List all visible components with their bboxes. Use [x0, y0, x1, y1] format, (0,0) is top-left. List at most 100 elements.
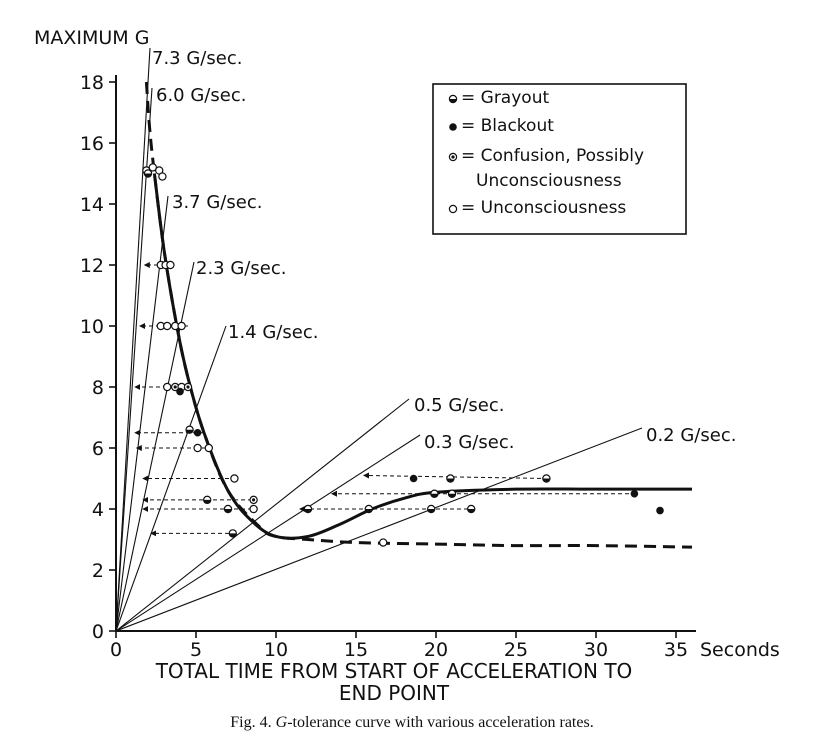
marker-unconsciousness — [162, 382, 172, 392]
marker-confusion-center — [252, 498, 256, 502]
marker-confusion-center — [173, 385, 177, 389]
marker-unconsciousness — [249, 504, 258, 514]
marker-confusion — [249, 495, 258, 505]
marker-grayout-half — [542, 478, 550, 483]
marker-unconsciousness-dot — [379, 538, 388, 547]
rate-label-0-5: 0.5 G/sec. — [414, 395, 504, 416]
rate-label-7-3: 7.3 G/sec. — [152, 48, 242, 69]
legend-marker-confusion — [448, 152, 458, 162]
marker-grayout-half — [430, 493, 438, 498]
marker-blackout — [409, 474, 418, 483]
marker-grayout — [303, 504, 313, 514]
marker-grayout-half — [446, 478, 454, 483]
rate-line-0-2 — [115, 427, 643, 632]
marker-unconsciousness — [204, 443, 213, 453]
legend-label-blackout: = Blackout — [461, 116, 554, 136]
y-tick-label: 12 — [80, 255, 104, 277]
caption-italic: G — [275, 714, 288, 731]
marker-grayout — [364, 504, 373, 514]
marker-unconsciousness-dot — [177, 321, 186, 331]
chart-svg: 0 2 4 6 8 10 12 14 16 18 0 5 10 15 20 25 30 35 Seconds MAXI… — [34, 27, 780, 705]
marker-confusion — [170, 382, 180, 392]
x-tick-label: 15 — [344, 639, 368, 661]
x-tick-label: 30 — [584, 639, 608, 661]
marker-unconsciousness-dot — [193, 443, 202, 453]
x-tick-label: 5 — [190, 639, 202, 661]
rate-label-0-2: 0.2 G/sec. — [646, 425, 736, 446]
y-axis-title: MAXIMUM G — [34, 27, 149, 49]
marker-grayout-half — [186, 429, 194, 434]
figure-caption: Fig. 4. G-tolerance curve with various a… — [0, 714, 824, 732]
marker-grayout-half — [224, 509, 232, 513]
marker-blackout-dot — [409, 474, 418, 483]
legend-label-confusion: = Confusion, Possibly — [461, 146, 644, 166]
rate-label-3-7: 3.7 G/sec. — [172, 192, 262, 213]
marker-blackout — [630, 489, 639, 498]
marker-grayout-half — [448, 493, 456, 498]
marker-grayout-half — [365, 509, 373, 513]
marker-unconsciousness-dot — [204, 443, 213, 453]
tolerance-curve-solid — [152, 173, 692, 540]
marker-blackout-dot — [176, 387, 184, 396]
marker-unconsciousness-dot — [249, 504, 258, 514]
marker-unconsciousness-dot — [162, 321, 172, 331]
caption-prefix: Fig. 4. — [230, 714, 272, 731]
marker-grayout — [202, 495, 212, 505]
marker-grayout-half — [304, 509, 312, 513]
y-tick-label: 10 — [80, 316, 104, 338]
legend: = Grayout = Blackout = Confusion, Possibly… — [432, 83, 687, 235]
caption-text: -tolerance curve with various accelerati… — [287, 714, 594, 731]
marker-grayout — [143, 169, 153, 178]
x-axis-title-line2: END POINT — [339, 681, 450, 705]
marker-grayout — [447, 489, 457, 498]
marker-confusion — [183, 382, 193, 392]
marker-grayout — [185, 425, 194, 434]
marker-blackout — [193, 428, 202, 437]
marker-unconsciousness — [230, 474, 239, 483]
marker-unconsciousness — [379, 538, 388, 547]
x-unit-label: Seconds — [700, 639, 780, 661]
rate-line-6-0 — [115, 87, 153, 632]
marker-unconsciousness — [166, 260, 175, 270]
legend-marker-grayout — [448, 94, 458, 104]
marker-blackout — [656, 506, 664, 515]
legend-marker-blackout — [449, 123, 457, 131]
marker-grayout — [467, 504, 476, 514]
marker-blackout-dot — [193, 428, 202, 437]
marker-grayout-half — [203, 499, 211, 504]
legend-marker-confusion-center — [451, 155, 455, 159]
marker-unconsciousness-dot — [162, 382, 172, 392]
y-tick-label: 14 — [80, 194, 104, 216]
marker-grayout-half — [467, 509, 475, 513]
rate-label-2-3: 2.3 G/sec. — [196, 258, 286, 279]
x-tick-label: 35 — [664, 639, 688, 661]
y-tick-label: 8 — [92, 377, 104, 399]
rate-label-1-4: 1.4 G/sec. — [228, 322, 318, 343]
legend-marker-grayout-half — [449, 99, 457, 103]
data-markers — [142, 163, 664, 547]
rate-line-7-3 — [115, 47, 151, 632]
marker-blackout-dot — [656, 506, 664, 515]
y-tick-label: 2 — [92, 560, 104, 582]
marker-grayout-half — [144, 173, 152, 178]
marker-confusion-center — [186, 385, 190, 389]
reference-arrows — [134, 262, 636, 537]
rate-line-0-5 — [115, 398, 410, 632]
marker-unconsciousness — [193, 443, 202, 453]
x-tick-label: 10 — [264, 639, 288, 661]
marker-blackout — [176, 387, 184, 396]
marker-unconsciousness — [177, 321, 186, 331]
legend-box — [432, 83, 687, 235]
rate-label-0-3: 0.3 G/sec. — [424, 432, 514, 453]
marker-blackout-dot — [630, 489, 639, 498]
marker-unconsciousness-dot — [230, 474, 239, 483]
marker-grayout — [228, 529, 237, 538]
x-tick-label: 20 — [424, 639, 448, 661]
marker-grayout-half — [427, 509, 435, 513]
marker-grayout — [542, 474, 551, 483]
legend-marker-blackout-dot — [449, 123, 457, 131]
marker-grayout — [427, 504, 436, 514]
x-tick-label: 0 — [110, 639, 122, 661]
marker-grayout — [223, 504, 233, 514]
marker-unconsciousness-dot — [166, 260, 175, 270]
